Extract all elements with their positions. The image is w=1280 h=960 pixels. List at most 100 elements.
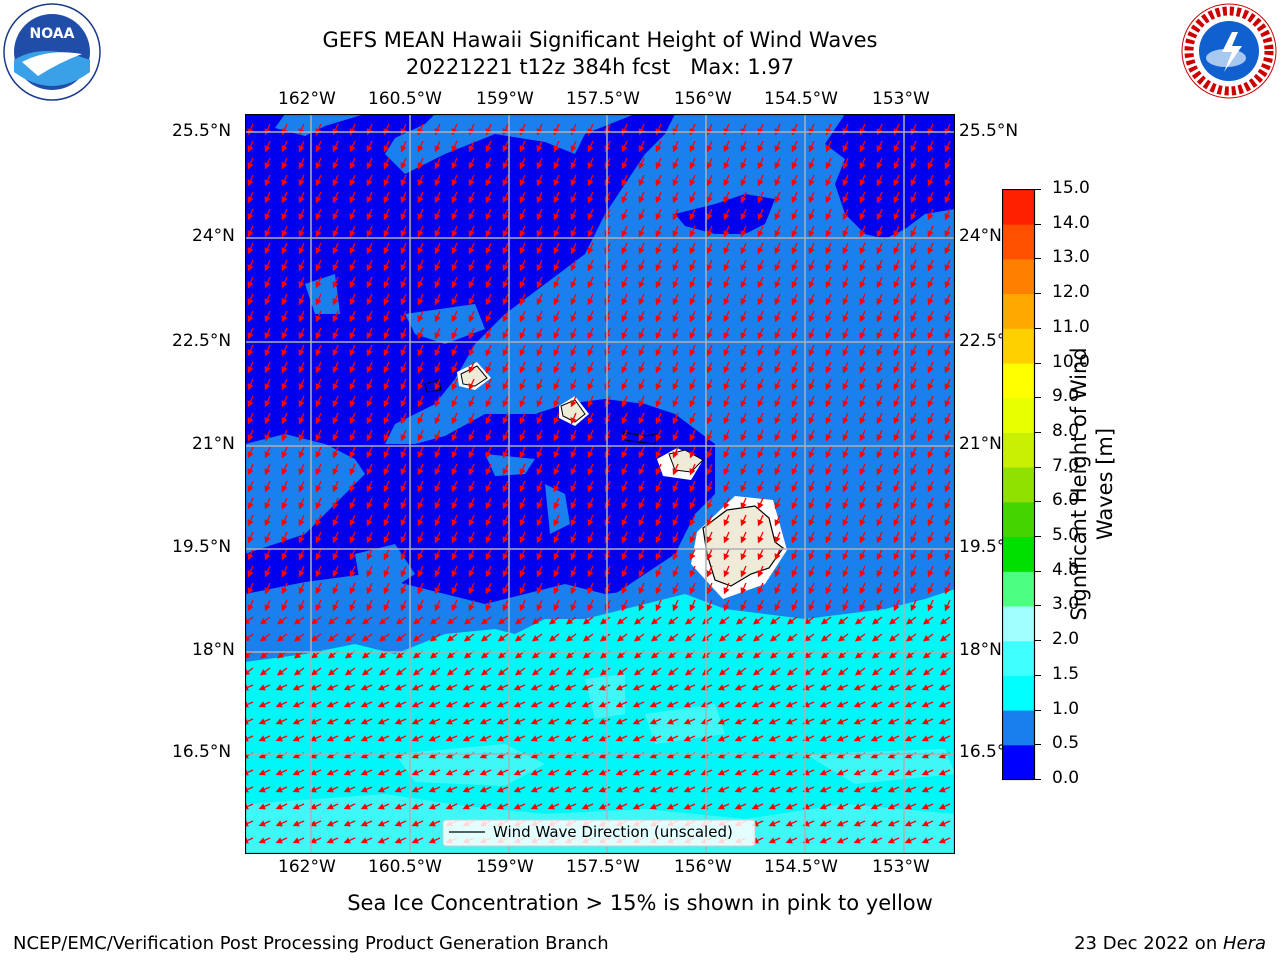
wind-wave-arrow xyxy=(621,191,628,204)
wind-wave-arrow xyxy=(519,174,526,187)
left-lat-label: 19.5°N xyxy=(172,537,232,557)
wind-wave-arrow xyxy=(366,361,373,374)
wind-wave-arrow xyxy=(519,242,526,255)
wind-wave-arrow xyxy=(808,259,815,272)
wind-wave-arrow xyxy=(298,378,305,391)
wind-wave-arrow xyxy=(519,310,526,323)
wind-wave-arrow xyxy=(774,276,781,289)
wind-wave-arrow xyxy=(655,310,662,323)
wind-wave-arrow xyxy=(451,174,458,187)
wind-wave-arrow xyxy=(451,157,458,170)
wind-wave-arrow xyxy=(247,344,254,357)
wind-wave-arrow xyxy=(468,412,475,425)
wind-wave-arrow xyxy=(808,310,815,323)
wind-wave-arrow xyxy=(706,395,713,408)
wind-wave-arrow xyxy=(876,327,883,340)
wind-wave-arrow xyxy=(723,157,730,170)
wind-wave-arrow xyxy=(944,293,951,306)
wind-wave-arrow xyxy=(910,225,917,238)
wind-wave-arrow xyxy=(553,276,560,289)
wind-wave-arrow xyxy=(842,225,849,238)
wind-wave-arrow xyxy=(655,259,662,272)
bottom-lon-label: 156°W xyxy=(674,857,732,877)
wind-wave-arrow xyxy=(264,412,271,425)
wind-wave-arrow xyxy=(842,276,849,289)
wind-wave-arrow xyxy=(434,344,441,357)
wind-wave-arrow xyxy=(757,395,764,408)
wind-wave-arrow xyxy=(842,378,849,391)
wind-wave-arrow xyxy=(451,276,458,289)
legend-label: Wind Wave Direction (unscaled) xyxy=(493,823,733,841)
wind-wave-arrow xyxy=(825,174,832,187)
wind-wave-arrow xyxy=(468,208,475,221)
wind-wave-arrow xyxy=(485,327,492,340)
wind-wave-arrow xyxy=(927,157,934,170)
wind-wave-arrow xyxy=(859,361,866,374)
wind-wave-arrow xyxy=(315,310,322,323)
wind-wave-arrow xyxy=(621,140,628,153)
wind-wave-arrow xyxy=(655,276,662,289)
wind-wave-arrow xyxy=(281,361,288,374)
wind-wave-arrow xyxy=(451,191,458,204)
wind-wave-arrow xyxy=(740,242,747,255)
wind-wave-arrow xyxy=(349,378,356,391)
wind-wave-arrow xyxy=(740,378,747,391)
wind-wave-arrow xyxy=(706,378,713,391)
wind-wave-arrow xyxy=(893,242,900,255)
low-wave-region xyxy=(825,114,955,239)
wind-wave-arrow xyxy=(383,242,390,255)
wind-wave-arrow xyxy=(536,293,543,306)
wind-wave-arrow xyxy=(400,208,407,221)
wind-wave-arrow xyxy=(468,242,475,255)
wind-wave-arrow xyxy=(315,344,322,357)
wind-wave-arrow xyxy=(621,225,628,238)
wind-wave-arrow xyxy=(910,293,917,306)
wind-wave-arrow xyxy=(298,412,305,425)
wind-wave-arrow xyxy=(791,140,798,153)
wind-wave-arrow xyxy=(315,259,322,272)
wind-wave-arrow xyxy=(247,276,254,289)
wind-wave-arrow xyxy=(791,327,798,340)
wind-wave-arrow xyxy=(910,395,917,408)
wind-wave-arrow xyxy=(298,157,305,170)
wind-wave-arrow xyxy=(672,344,679,357)
colorbar-tick-label: 0.5 xyxy=(1052,733,1080,754)
colorbar-band xyxy=(1002,640,1035,676)
wind-wave-arrow xyxy=(247,395,254,408)
wind-wave-arrow xyxy=(281,140,288,153)
wind-wave-arrow xyxy=(791,344,798,357)
wind-wave-arrow xyxy=(757,157,764,170)
wind-wave-arrow xyxy=(485,225,492,238)
wind-wave-arrow xyxy=(655,191,662,204)
wind-wave-arrow xyxy=(553,293,560,306)
wind-wave-arrow xyxy=(672,378,679,391)
wind-wave-arrow xyxy=(638,259,645,272)
wind-wave-arrow xyxy=(570,174,577,187)
colorbar-tick-mark xyxy=(1035,466,1041,468)
wind-wave-arrow xyxy=(825,191,832,204)
wind-wave-arrow xyxy=(315,225,322,238)
wind-wave-arrow xyxy=(434,174,441,187)
wind-wave-arrow xyxy=(451,395,458,408)
wind-wave-arrow xyxy=(400,293,407,306)
wind-wave-arrow xyxy=(655,242,662,255)
wind-wave-arrow xyxy=(264,242,271,255)
wind-wave-arrow xyxy=(927,395,934,408)
wind-wave-arrow xyxy=(723,208,730,221)
wind-wave-arrow xyxy=(587,157,594,170)
wind-wave-arrow xyxy=(451,208,458,221)
wind-wave-arrow xyxy=(434,191,441,204)
wind-wave-arrow xyxy=(519,157,526,170)
wind-wave-arrow xyxy=(417,327,424,340)
wind-wave-arrow xyxy=(417,225,424,238)
wind-wave-arrow xyxy=(757,174,764,187)
left-lat-label: 21°N xyxy=(192,434,235,454)
wind-wave-arrow xyxy=(298,242,305,255)
wind-wave-arrow xyxy=(383,293,390,306)
sea-ice-note-text: Sea Ice Concentration > 15% is shown in … xyxy=(347,891,933,915)
wind-wave-arrow xyxy=(825,242,832,255)
wind-wave-arrow xyxy=(553,191,560,204)
wind-wave-arrow xyxy=(859,395,866,408)
wind-wave-arrow xyxy=(366,327,373,340)
wind-wave-arrow xyxy=(570,140,577,153)
